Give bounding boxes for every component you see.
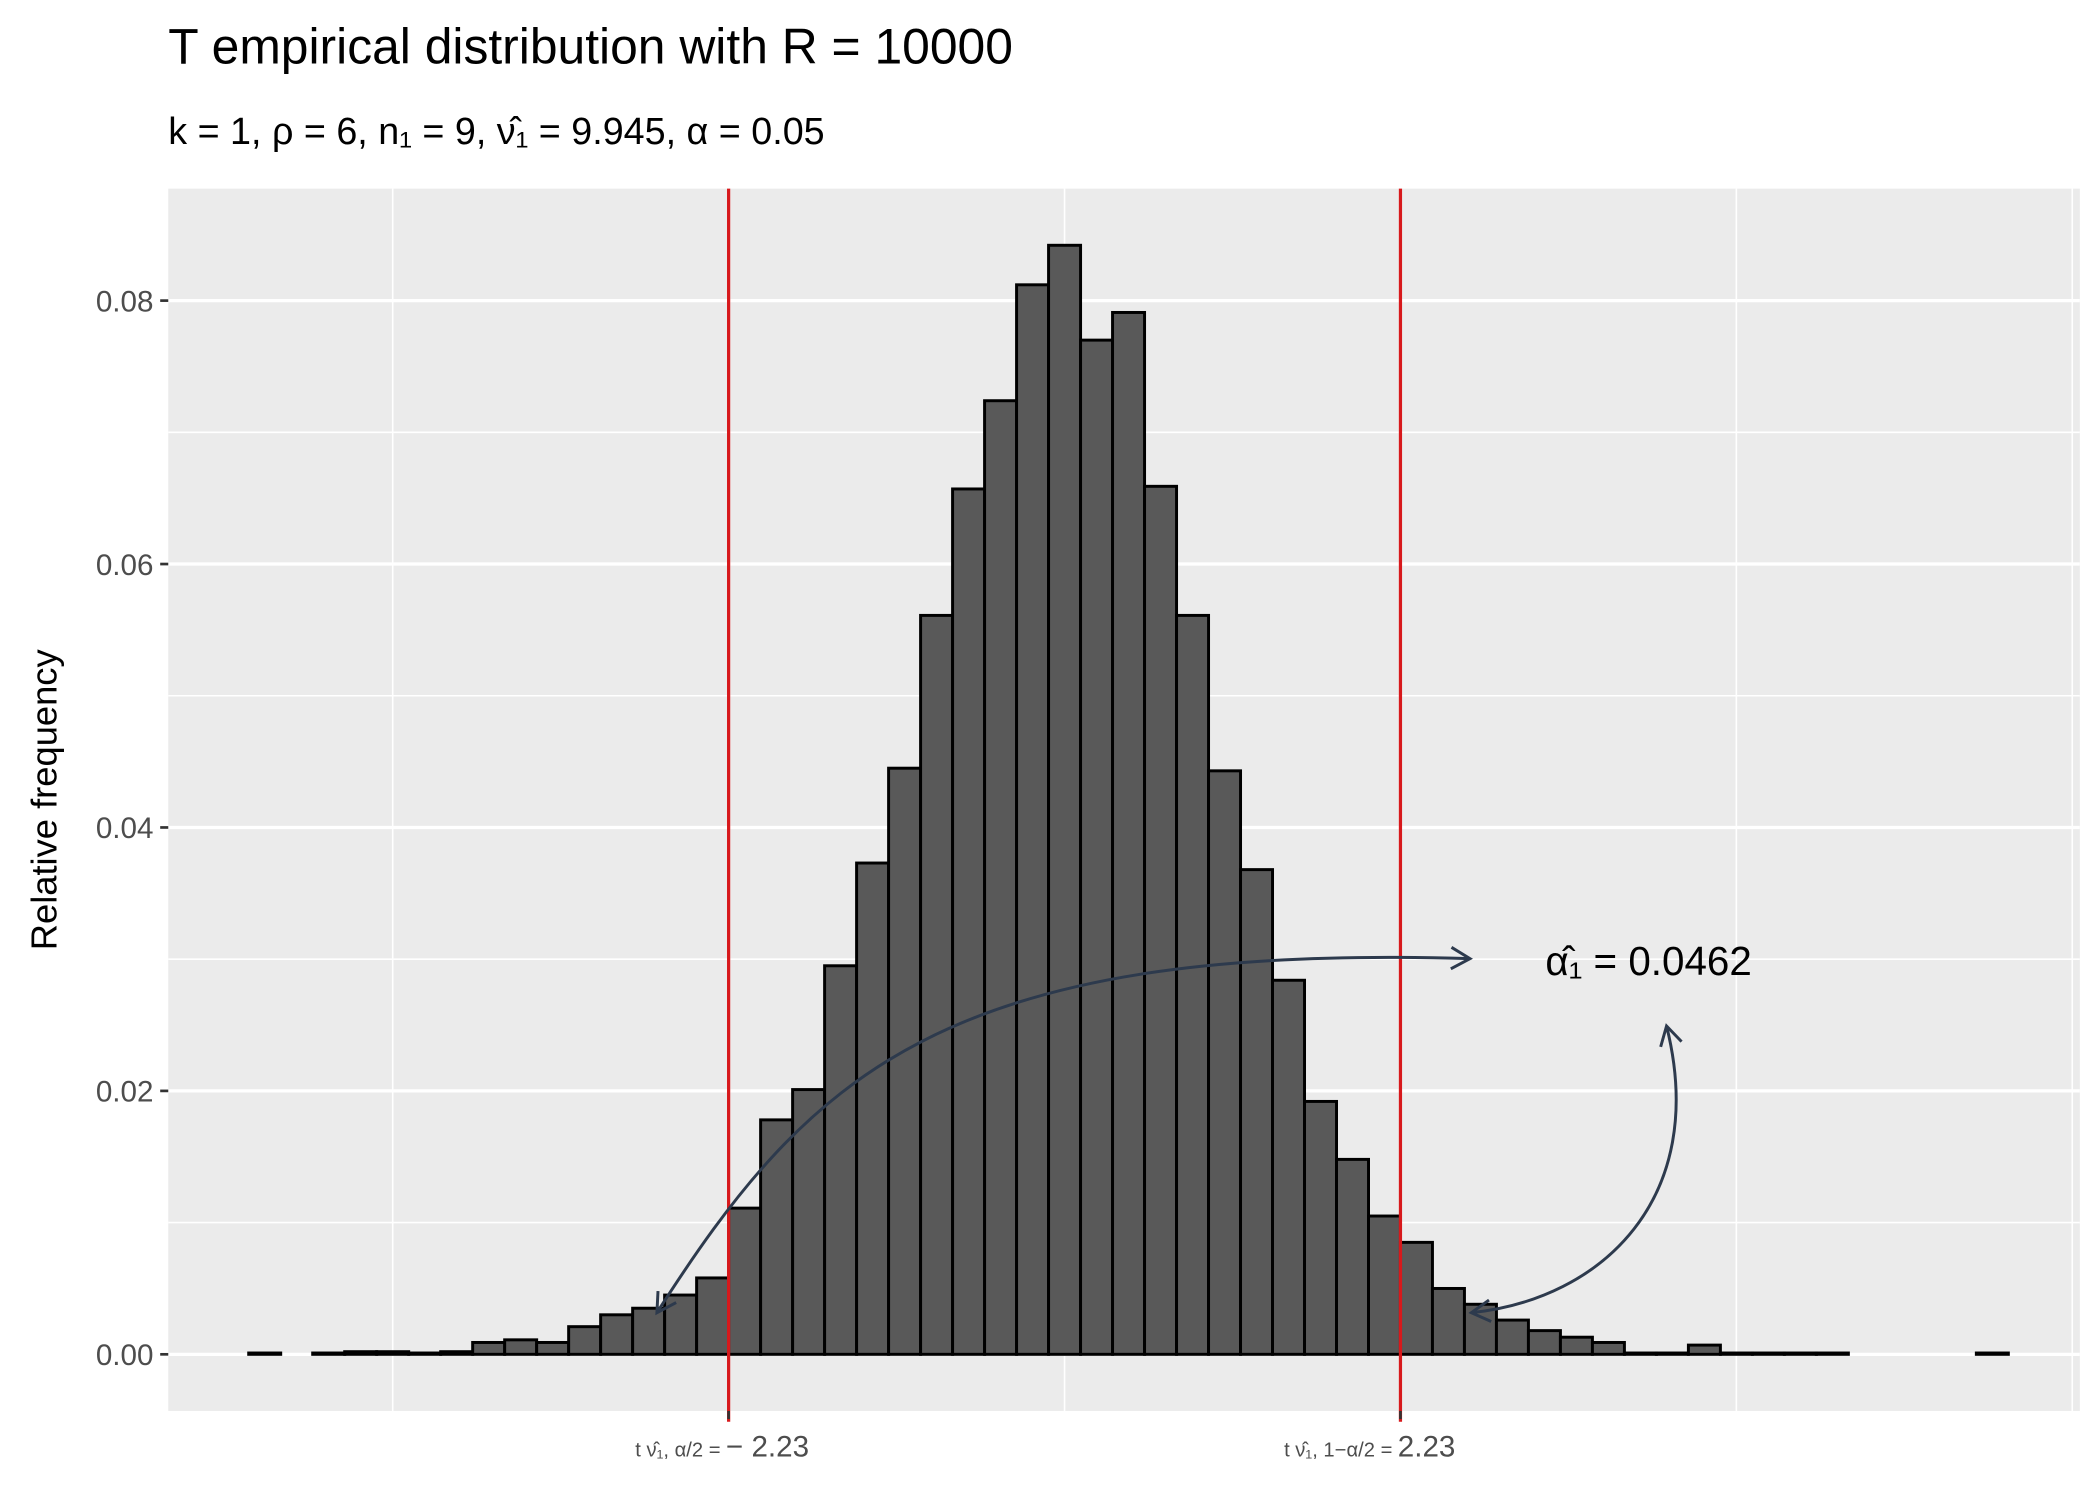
bar xyxy=(759,1118,795,1356)
x-tick-label: 2.23 xyxy=(1398,1431,1456,1464)
bar xyxy=(695,1276,731,1356)
x-tick-notation: t ν̂₁, α/2 = xyxy=(635,1440,720,1462)
bar xyxy=(375,1350,411,1356)
bar xyxy=(1398,1240,1434,1356)
bar xyxy=(1239,868,1275,1356)
bar xyxy=(919,613,955,1356)
bar xyxy=(1207,769,1243,1356)
bar xyxy=(1143,484,1179,1356)
x-tick-notation: t ν̂₁, 1−α/2 = xyxy=(1284,1440,1392,1462)
bar xyxy=(1175,613,1211,1356)
x-tick-label: − 2.23 xyxy=(726,1431,809,1464)
bar xyxy=(1654,1351,1690,1356)
bar xyxy=(439,1350,475,1356)
bar xyxy=(1750,1351,1786,1356)
bar xyxy=(247,1351,283,1356)
bar xyxy=(1814,1351,1850,1356)
bar xyxy=(983,399,1019,1356)
bar xyxy=(311,1351,347,1356)
annotation-arrow xyxy=(1468,1023,1683,1323)
bar xyxy=(1271,978,1307,1356)
bar xyxy=(1526,1329,1562,1356)
bar xyxy=(1047,243,1083,1356)
bar xyxy=(1622,1351,1658,1356)
bar xyxy=(1079,338,1115,1356)
y-tick-label: 0.06 xyxy=(96,549,154,582)
bar xyxy=(535,1340,571,1356)
annotation: α̂₁ = 0.0462 xyxy=(1545,938,1751,984)
bar xyxy=(343,1350,379,1356)
bar xyxy=(1782,1351,1818,1356)
bar xyxy=(1558,1335,1594,1356)
y-tick-label: 0.02 xyxy=(96,1076,154,1109)
bar xyxy=(1111,310,1147,1356)
bar xyxy=(663,1293,699,1356)
bar xyxy=(631,1306,667,1356)
chart-title: T empirical distribution with R = 10000 xyxy=(168,18,1013,74)
bar xyxy=(1430,1286,1466,1356)
y-tick-label: 0.04 xyxy=(96,812,154,845)
bar xyxy=(599,1313,635,1356)
y-tick-label: 0.00 xyxy=(96,1339,154,1372)
bar xyxy=(1718,1351,1754,1356)
bar xyxy=(1015,283,1051,1356)
annotation-arrow xyxy=(655,946,1473,1316)
bar xyxy=(503,1338,539,1356)
bar xyxy=(1303,1099,1339,1356)
bar xyxy=(471,1340,507,1356)
bar xyxy=(567,1325,603,1356)
bar xyxy=(727,1206,763,1356)
bar xyxy=(1335,1157,1370,1356)
bar xyxy=(1590,1340,1626,1356)
chart-subtitle: k = 1, ρ = 6, n₁ = 9, ν̂₁ = 9.945, α = 0… xyxy=(168,110,824,152)
bar xyxy=(1974,1351,2010,1356)
bar xyxy=(407,1351,443,1356)
y-axis-title: Relative frequency xyxy=(24,649,65,951)
bar xyxy=(823,964,859,1356)
bar xyxy=(951,487,987,1356)
bar xyxy=(855,861,891,1356)
bar xyxy=(1686,1343,1722,1356)
bar xyxy=(1494,1318,1530,1356)
y-tick-label: 0.08 xyxy=(96,285,154,318)
bar xyxy=(1367,1214,1402,1356)
bar xyxy=(887,766,923,1356)
